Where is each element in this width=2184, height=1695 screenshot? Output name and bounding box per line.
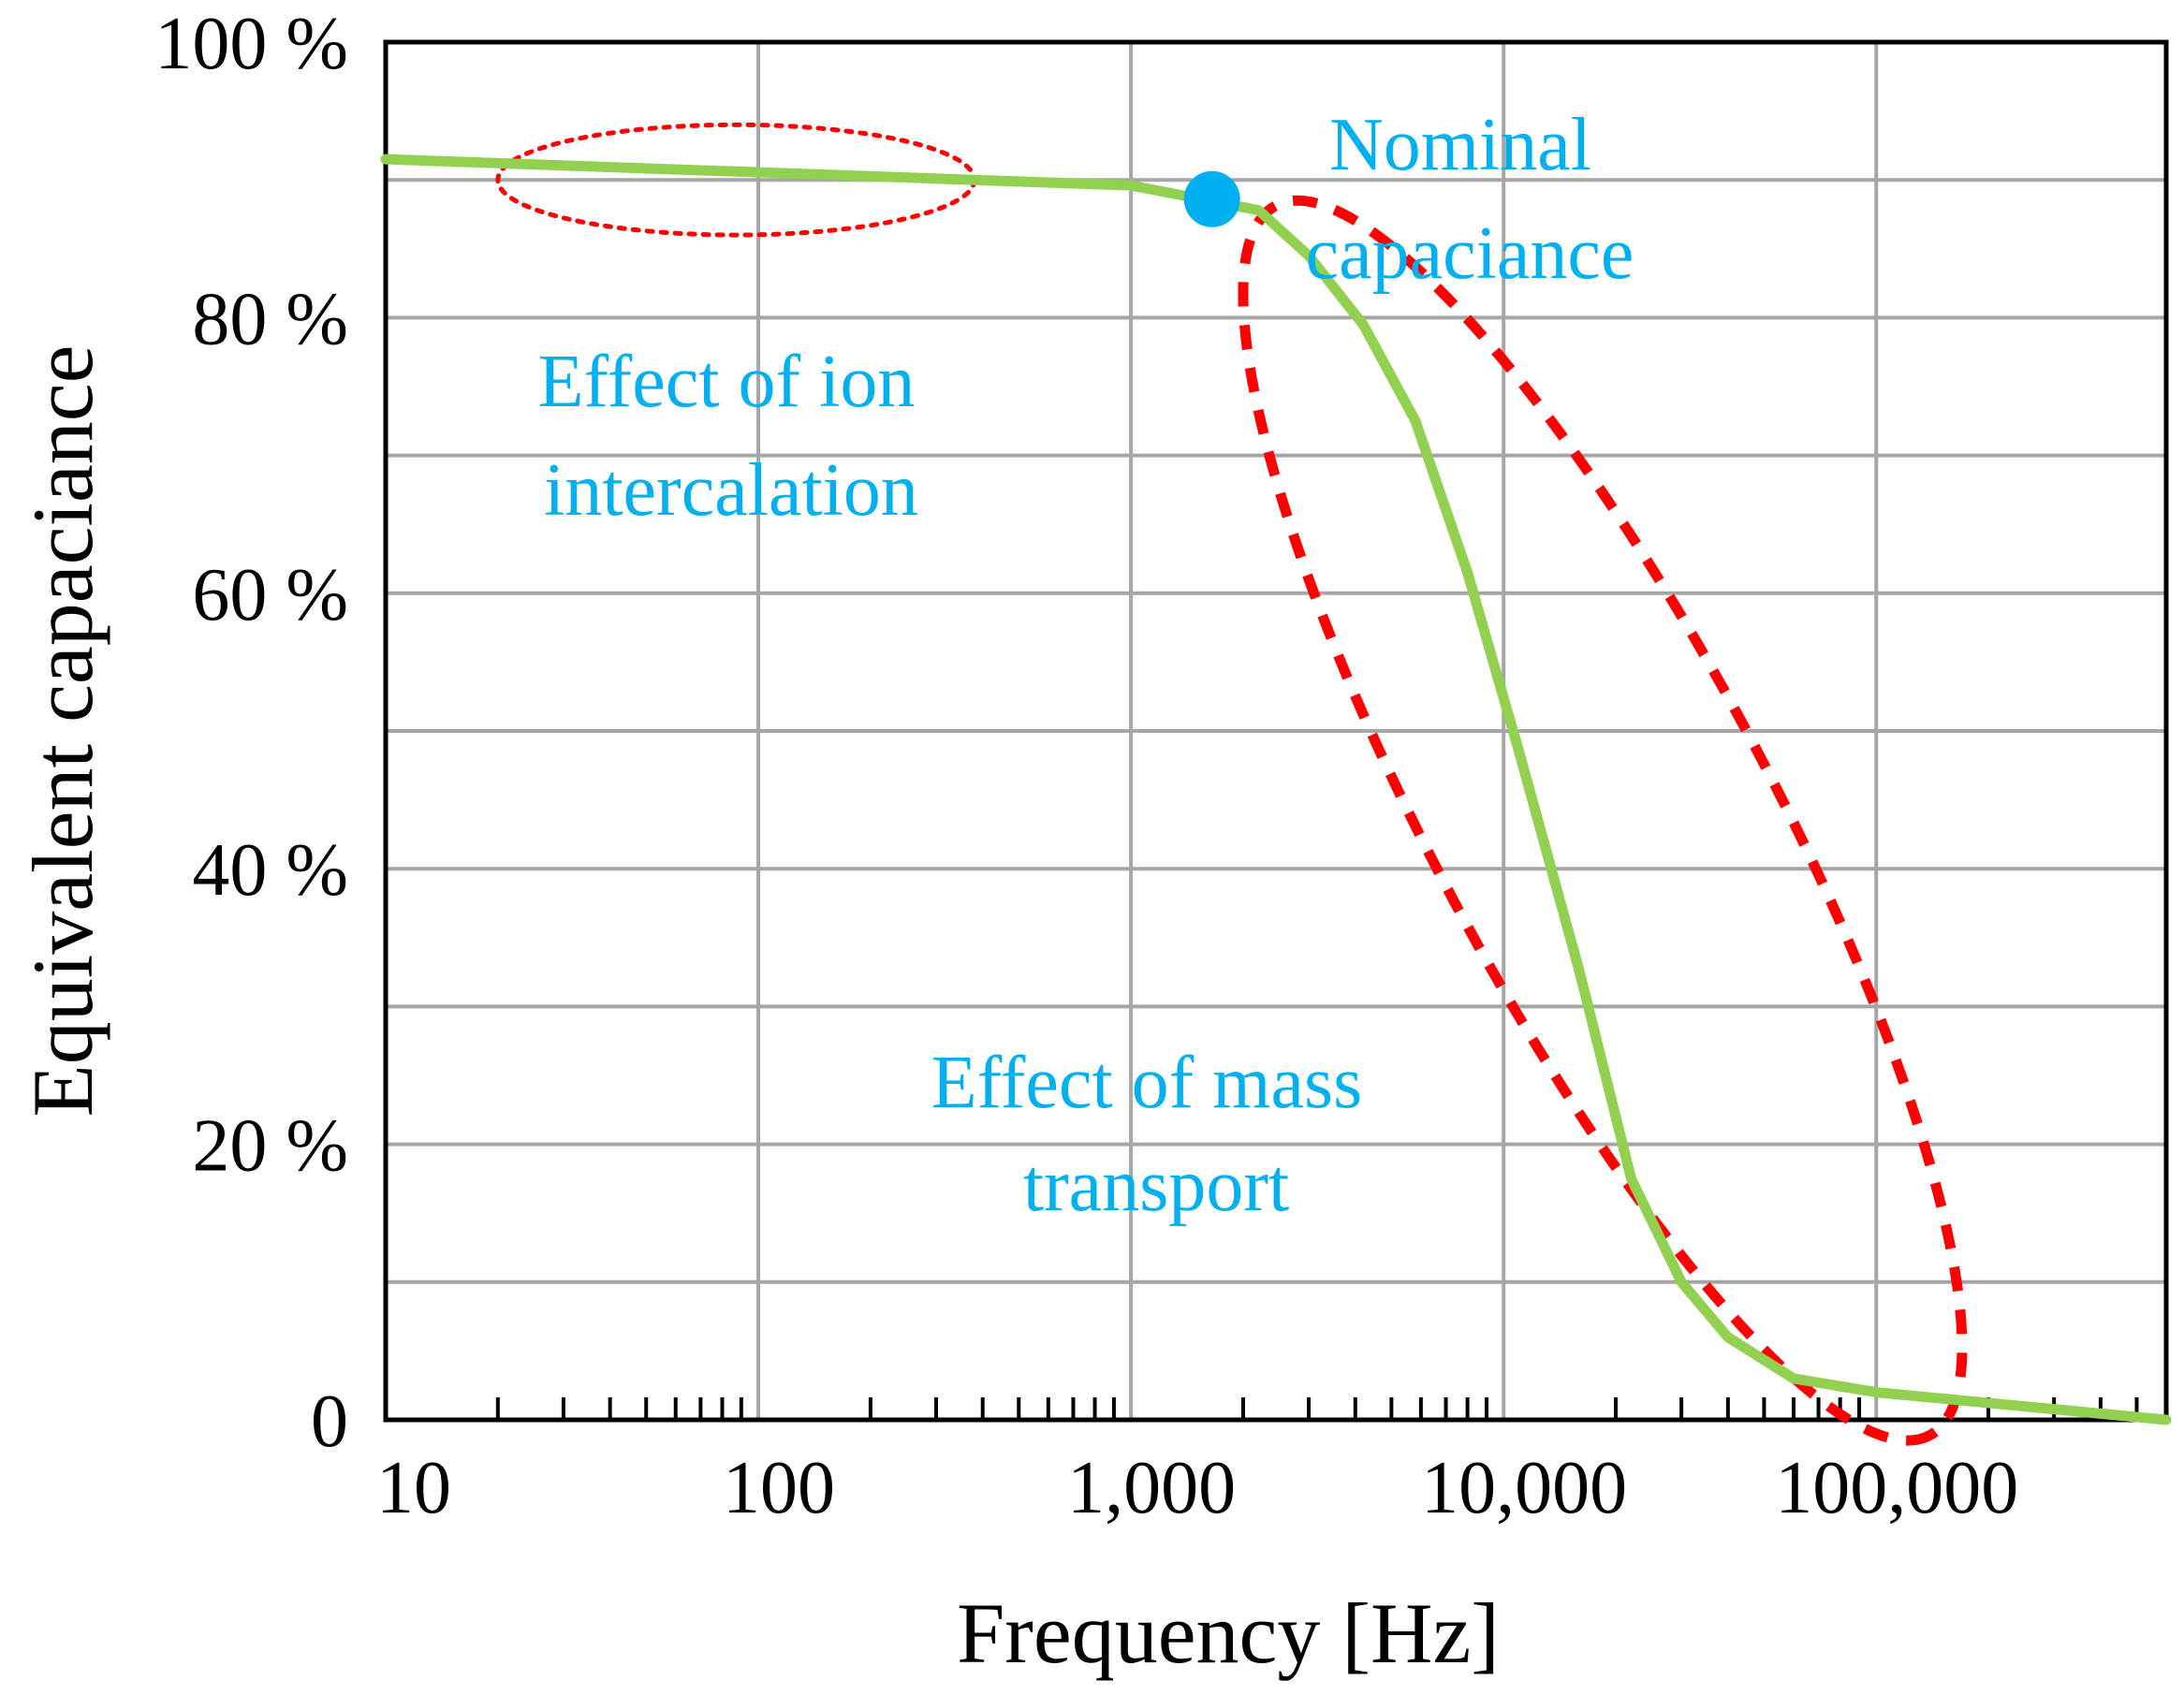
x-tick-label: 1,000	[1067, 1447, 1236, 1529]
x-axis-title: Frequency [Hz]	[957, 1585, 1500, 1681]
annotation-nominal-line-2: capaciance	[1306, 212, 1634, 295]
x-tick-label: 100	[723, 1447, 835, 1529]
highlight-regions	[495, 122, 1968, 1446]
region-mass-transport	[1238, 195, 1968, 1446]
annotation-nominal-capaciance: Nominal capaciance	[1306, 104, 1634, 295]
annotation-ion-intercalation: Effect of ion intercalation	[538, 341, 934, 532]
x-minor-ticks	[495, 1397, 2139, 1420]
y-tick-label: 80 %	[192, 278, 348, 360]
y-axis-title: Equivalent capaciance	[15, 345, 110, 1118]
x-tick-labels: 10 100 1,000 10,000 100,000	[376, 1447, 2018, 1529]
nominal-capaciance-point	[1183, 170, 1240, 227]
annotation-mass-line-2: transport	[1023, 1145, 1289, 1227]
series-line-0	[380, 153, 2172, 1425]
annotation-nominal-line-1: Nominal	[1329, 104, 1591, 186]
y-tick-label: 100 %	[154, 3, 348, 85]
y-tick-label: 40 %	[192, 829, 348, 912]
y-tick-label: 0	[311, 1381, 348, 1463]
x-tick-label: 10	[376, 1447, 451, 1529]
y-tick-label: 20 %	[192, 1105, 348, 1188]
x-tick-label: 100,000	[1775, 1447, 2018, 1529]
y-tick-labels: 0 20 % 40 % 60 % 80 % 100 %	[154, 3, 348, 1463]
annotation-ion-line-1: Effect of ion	[538, 341, 916, 423]
x-tick-label: 10,000	[1421, 1447, 1627, 1529]
series-layer	[380, 153, 2172, 1425]
annotation-mass-transport: Effect of mass transport	[931, 1042, 1382, 1227]
annotation-mass-line-1: Effect of mass	[931, 1042, 1363, 1124]
y-tick-label: 60 %	[192, 554, 348, 636]
plot-frame	[383, 39, 2169, 1423]
grid	[386, 42, 2166, 1420]
annotation-ion-line-2: intercalation	[544, 449, 918, 532]
